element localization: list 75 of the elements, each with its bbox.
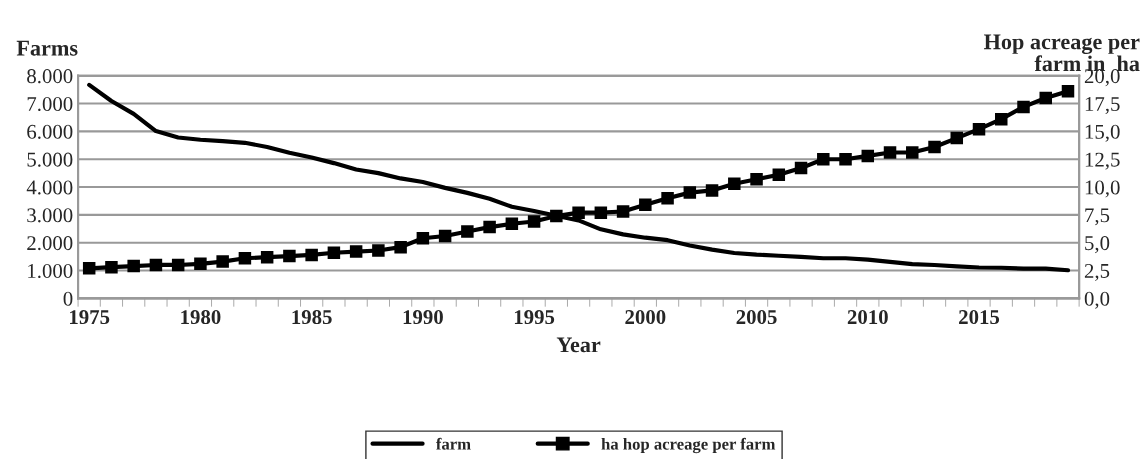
- point: [438, 229, 452, 243]
- y2-tick-label: 0,0: [1084, 291, 1110, 309]
- point: [995, 112, 1008, 126]
- point: [883, 146, 897, 159]
- point: [950, 131, 964, 145]
- y2-tick-label: 15,0: [1085, 124, 1120, 142]
- y-tick-label: 0: [63, 291, 73, 306]
- y-tick-label: 5.000: [27, 152, 73, 167]
- point: [1017, 100, 1030, 114]
- point: [550, 209, 563, 223]
- point: [639, 198, 652, 212]
- legend-label: ha hop acreage per farm: [601, 437, 776, 454]
- y-tick-label: 7.000: [27, 96, 73, 112]
- x-tick-label: 2000: [625, 310, 666, 325]
- x-tick-label: 1980: [181, 310, 221, 325]
- legend-label: farm: [436, 437, 471, 450]
- point: [794, 161, 808, 175]
- point: [327, 246, 341, 259]
- y-tick-label: 3.000: [27, 208, 73, 223]
- x-tick-label: 2015: [959, 310, 1000, 325]
- point: [705, 184, 719, 197]
- point: [394, 240, 407, 254]
- point: [149, 258, 163, 272]
- point: [594, 206, 608, 219]
- point: [349, 245, 363, 258]
- y-tick-label: 1.000: [28, 263, 73, 279]
- point: [839, 152, 852, 166]
- x-tick-label: 2005: [736, 310, 777, 325]
- point: [527, 215, 541, 228]
- point: [972, 122, 986, 136]
- point: [194, 257, 207, 271]
- x-tick-label: 1990: [403, 310, 443, 325]
- point: [906, 146, 919, 159]
- point: [928, 140, 941, 154]
- x-tick-label: 1975: [70, 310, 110, 325]
- x-axis-title: Year: [556, 337, 601, 353]
- point: [483, 220, 496, 234]
- y2-tick-label: 2,5: [1084, 263, 1110, 281]
- point: [283, 249, 296, 263]
- y-tick-label: 6.000: [27, 124, 73, 139]
- x-tick-label: 2010: [847, 310, 888, 325]
- point: [127, 259, 140, 273]
- y-tick-label: 4.000: [26, 180, 73, 195]
- point: [372, 244, 385, 257]
- point: [772, 168, 786, 182]
- point: [305, 248, 318, 262]
- point: [82, 262, 96, 275]
- point: [750, 173, 763, 186]
- point: [461, 225, 474, 238]
- point: [216, 255, 229, 268]
- y-tick-label: 2.000: [27, 236, 73, 251]
- point: [171, 258, 185, 272]
- y2-tick-label: 5,0: [1085, 236, 1110, 254]
- y-tick-label: 8.000: [27, 69, 73, 84]
- point: [416, 231, 430, 245]
- x-tick-label: 1985: [292, 310, 332, 325]
- point: [1061, 85, 1075, 98]
- point: [238, 252, 252, 265]
- point: [260, 250, 274, 264]
- point: [728, 177, 741, 190]
- point: [505, 217, 519, 231]
- y2-tick-label: 10,0: [1085, 180, 1120, 198]
- y-axis-title: Farms: [16, 40, 78, 56]
- point: [683, 186, 697, 199]
- point: [817, 152, 830, 166]
- x-tick-label: 1995: [514, 310, 555, 325]
- y2-tick-label: 12,5: [1085, 152, 1120, 170]
- point: [616, 205, 630, 218]
- y2-tick-label: 17,5: [1085, 97, 1120, 114]
- point: [105, 260, 118, 274]
- point: [572, 206, 585, 219]
- point: [661, 191, 674, 205]
- point: [861, 149, 875, 163]
- point: [1039, 91, 1052, 105]
- y2-tick-label: 7,5: [1085, 208, 1110, 226]
